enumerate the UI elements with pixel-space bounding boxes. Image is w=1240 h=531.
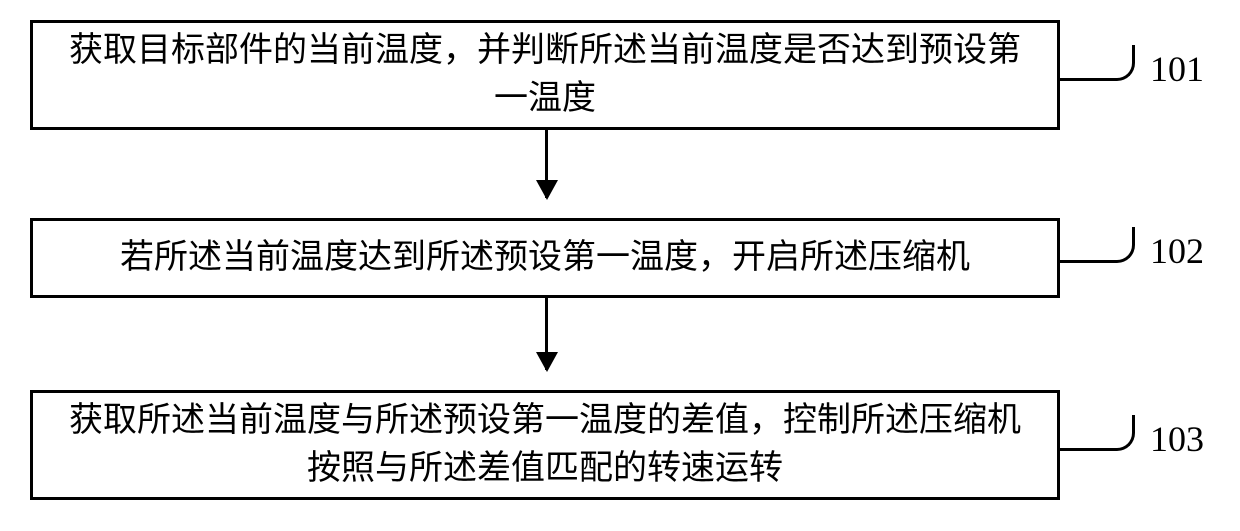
flow-step-102: 若所述当前温度达到所述预设第一温度，开启所述压缩机 [30,218,1060,298]
flow-step-text: 获取目标部件的当前温度，并判断所述当前温度是否达到预设第一温度 [53,27,1037,122]
connector-103 [1060,415,1135,451]
flow-step-text: 若所述当前温度达到所述预设第一温度，开启所述压缩机 [53,234,1037,282]
arrow-down-icon [545,298,548,370]
flow-step-text: 获取所述当前温度与所述预设第一温度的差值，控制所述压缩机按照与所述差值匹配的转速… [53,397,1037,492]
flow-step-label-101: 101 [1150,48,1204,90]
connector-101 [1060,45,1135,81]
flow-step-label-103: 103 [1150,418,1204,460]
connector-102 [1060,227,1135,263]
flow-step-101: 获取目标部件的当前温度，并判断所述当前温度是否达到预设第一温度 [30,20,1060,130]
arrow-down-icon [545,130,548,198]
flow-step-103: 获取所述当前温度与所述预设第一温度的差值，控制所述压缩机按照与所述差值匹配的转速… [30,390,1060,500]
flow-step-label-102: 102 [1150,230,1204,272]
